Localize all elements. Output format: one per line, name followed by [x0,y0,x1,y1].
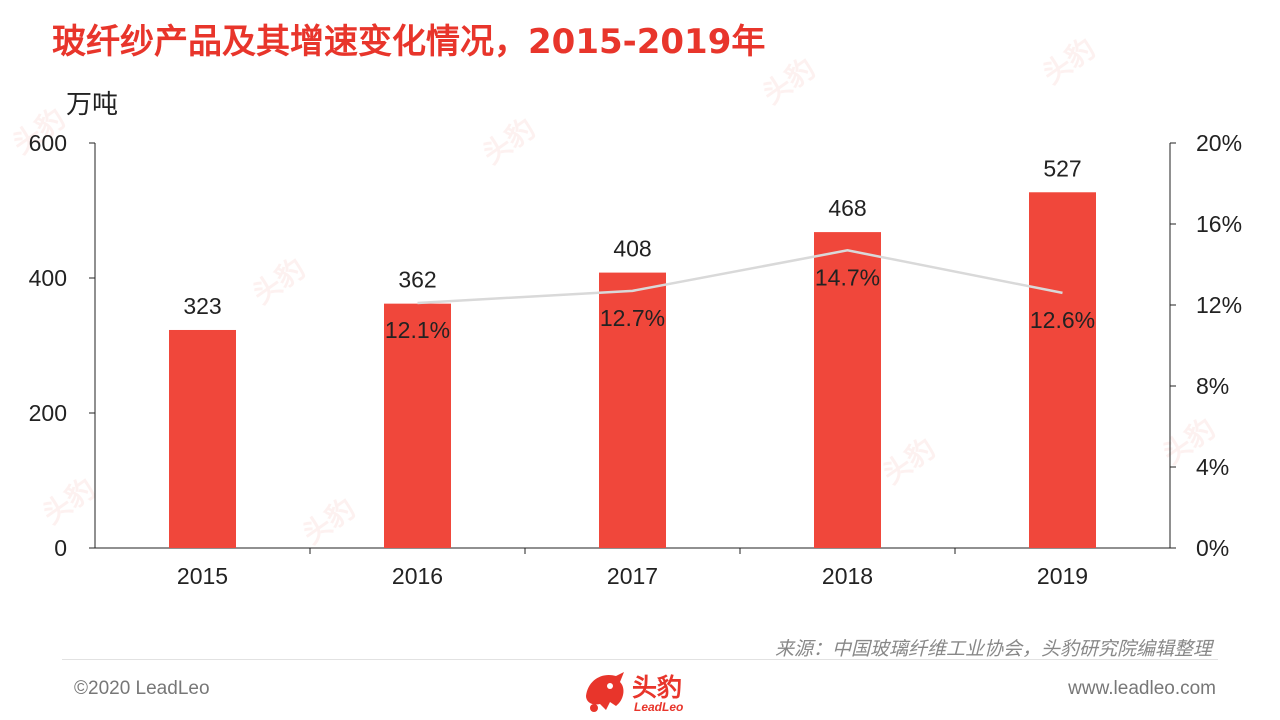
bar [599,272,666,548]
y-right-tick-label: 4% [1196,454,1229,480]
bar [1029,192,1096,548]
bar [384,303,451,548]
y-left-tick-label: 400 [29,265,67,291]
bar [814,232,881,548]
x-tick-label: 2016 [392,563,443,589]
y-left-tick-label: 200 [29,400,67,426]
x-tick-label: 2019 [1037,563,1088,589]
growth-rate-label: 14.7% [815,264,880,290]
y-right-tick-label: 20% [1196,130,1242,156]
bar-value-label: 468 [828,195,866,221]
logo-text-cn: 头豹 [632,673,683,702]
bar-value-label: 362 [398,267,436,293]
bar-value-label: 408 [613,236,651,262]
y-right-tick-label: 16% [1196,211,1242,237]
y-right-tick-label: 12% [1196,292,1242,318]
y-right-tick-label: 8% [1196,373,1229,399]
bar-value-label: 323 [183,293,221,319]
bar-line-chart: 0 200 400 600 0% 4% 8% 12% 16% 20% 2015 2016 2017 201… [29,130,1242,589]
growth-rate-label: 12.6% [1030,307,1095,333]
leopard-icon [586,672,624,712]
x-tick-label: 2015 [177,563,228,589]
leadleo-logo: 头豹 LeadLeo [578,664,708,720]
copyright-text: ©2020 LeadLeo [74,678,210,699]
bar-value-label: 527 [1043,155,1081,181]
logo-text-en: LeadLeo [634,700,684,714]
website-link[interactable]: www.leadleo.com [1068,678,1216,699]
page-title: 玻纤纱产品及其增速变化情况，2015-2019年 [52,22,766,62]
source-note: 来源：中国玻璃纤维工业协会，头豹研究院编辑整理 [774,638,1212,660]
y-left-tick-label: 0 [54,535,67,561]
y-left-tick-label: 600 [29,130,67,156]
x-tick-label: 2017 [607,563,658,589]
growth-rate-label: 12.1% [385,317,450,343]
y-right-tick-label: 0% [1196,535,1229,561]
growth-rate-line [417,249,1063,305]
x-tick-label: 2018 [822,563,873,589]
y-axis-unit-label: 万吨 [66,90,119,120]
growth-rate-label: 12.7% [600,305,665,331]
footer-divider [62,659,1218,660]
bar [169,329,236,548]
